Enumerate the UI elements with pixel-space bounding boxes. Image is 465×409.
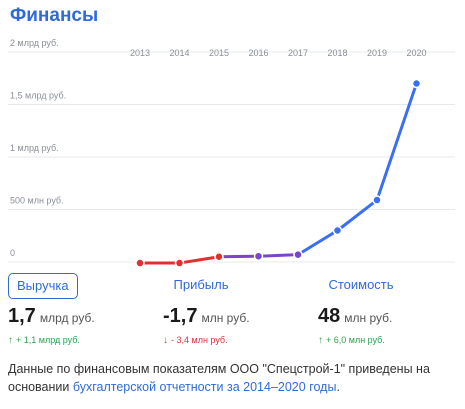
data-point [135,258,145,268]
x-tick-label: 2016 [248,48,268,58]
series-line-segment [375,82,418,202]
arrow-up-icon: ↑ [318,335,323,346]
y-tick-label: 2 млрд руб. [10,38,59,48]
tab-profit[interactable]: Прибыль [173,277,229,292]
revenue-value: 1,7 [8,305,36,327]
revenue-change: ↑ + 1,1 млрд руб. [8,335,80,346]
value-unit: млн руб. [344,311,393,325]
data-point [293,249,303,260]
x-tick-label: 2013 [130,48,150,58]
profit-change-text: - 3,4 млн руб. [171,335,228,345]
data-point [411,78,422,89]
note-end: . [336,380,340,394]
revenue-unit: млрд руб. [39,311,95,325]
data-point [174,258,185,268]
x-tick-label: 2018 [327,48,347,58]
value-change: ↑ + 6,0 млн руб. [318,335,385,346]
finance-line-chart: 0 500 млн руб. 1 млрд руб. 1,5 млрд руб. 2 м… [8,38,455,268]
arrow-up-icon: ↑ [8,335,13,346]
data-source-note: Данные по финансовым показателям ООО "Сп… [8,360,453,396]
tab-revenue[interactable]: Выручка [8,273,78,299]
y-tick-label: 1 млрд руб. [10,143,59,153]
series-line-segment [217,254,260,259]
x-tick-label: 2020 [406,48,426,58]
series-line-segment [296,229,339,257]
y-tick-label: 0 [10,248,15,258]
value-metric: 48 млн руб. [318,305,392,328]
series-line-segment [257,253,300,258]
arrow-down-icon: ↓ [163,335,168,346]
tab-value[interactable]: Стоимость [328,277,394,292]
data-point [253,251,264,261]
data-point [214,252,224,262]
x-tick-label: 2015 [209,48,229,58]
metric-tabs: Выручка Прибыль Стоимость [8,273,458,299]
series-line-segment [178,255,221,265]
y-tick-label: 1,5 млрд руб. [10,91,66,101]
x-tick-label: 2014 [169,48,189,58]
revenue-metric: 1,7 млрд руб. [8,305,95,328]
accounting-report-link[interactable]: бухгалтерской отчетности за 2014–2020 го… [72,380,337,394]
x-tick-label: 2019 [367,48,387,58]
value-value: 48 [318,305,341,327]
data-point [372,195,382,205]
profit-metric: -1,7 млн руб. [163,305,250,328]
data-point [332,225,343,236]
y-tick-label: 500 млн руб. [10,196,64,206]
page-title: Финансы [10,5,99,26]
profit-value: -1,7 [163,305,198,327]
value-change-text: + 6,0 млн руб. [326,335,385,345]
x-tick-label: 2017 [288,48,308,58]
note-text: Данные по финансовым показателям ООО "Сп… [8,362,430,394]
series-line-segment [336,198,379,232]
profit-unit: млн руб. [201,311,250,325]
profit-change: ↓ - 3,4 млн руб. [163,335,228,346]
revenue-change-text: + 1,1 млрд руб. [16,335,80,345]
